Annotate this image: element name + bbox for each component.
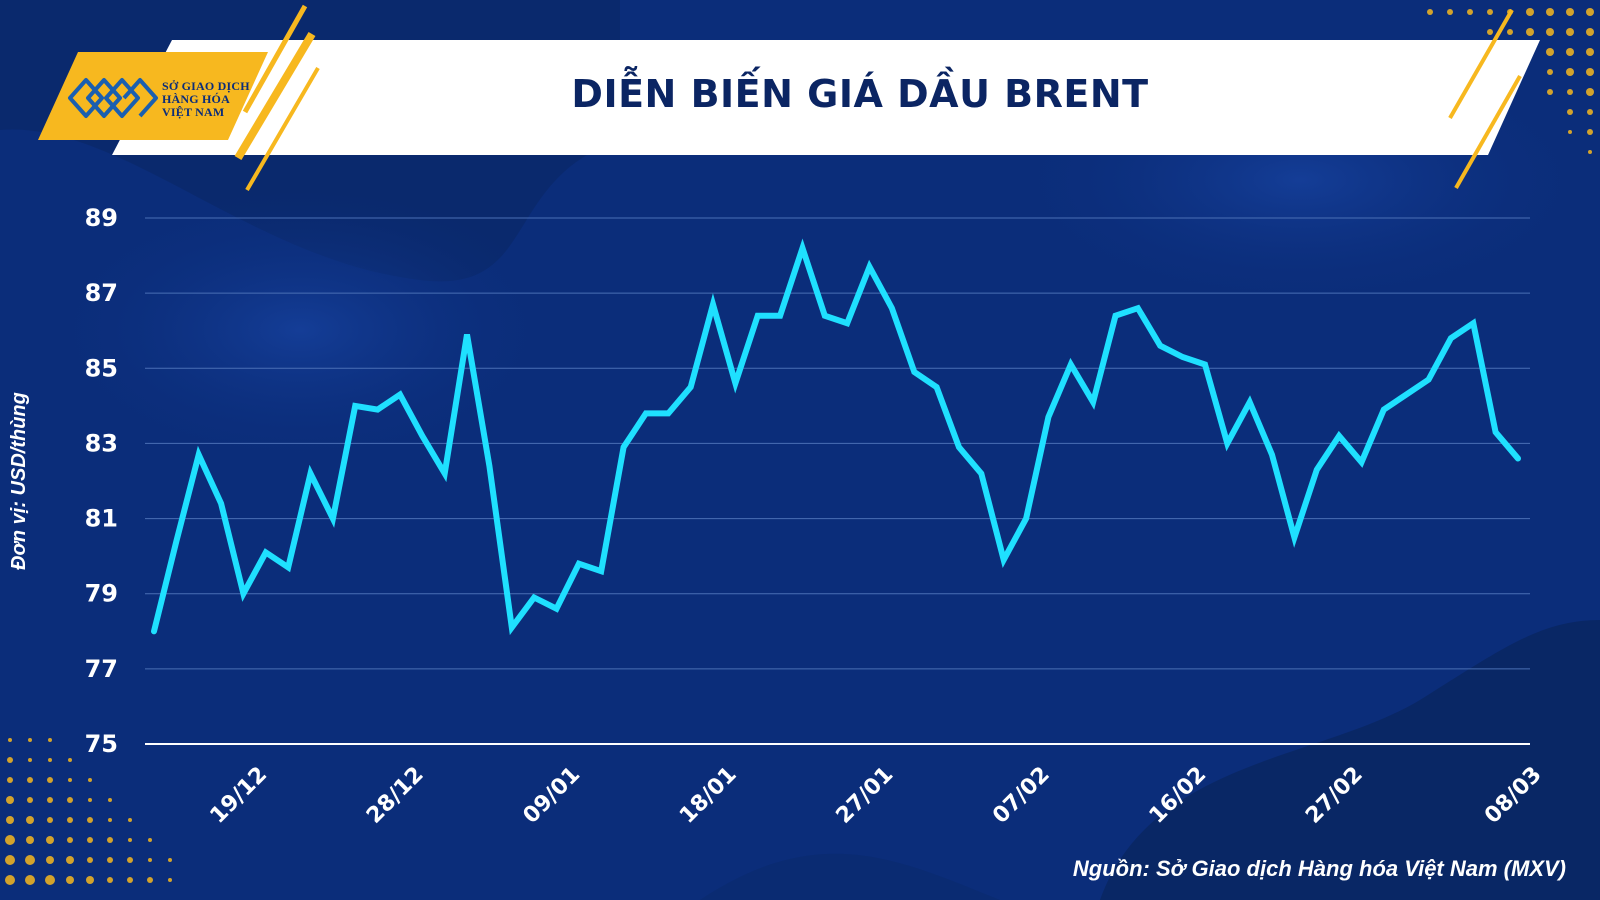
dots-top-right [1427,8,1594,154]
y-tick-label: 87 [85,279,118,307]
x-tick-label: 27/02 [1301,762,1368,829]
accent-stripe [1448,9,1514,119]
y-tick-label: 85 [85,354,118,382]
x-tick-label: 18/01 [675,762,742,829]
y-tick-label: 79 [85,580,118,608]
y-tick-label: 89 [85,204,118,232]
y-tick-label: 83 [85,429,118,457]
x-tick-label: 27/01 [832,762,899,829]
x-tick-label: 19/12 [206,762,273,829]
x-tick-label: 09/01 [519,762,586,829]
logo-line-2: HÀNG HÓA [162,92,230,106]
source-note: Nguồn: Sở Giao dịch Hàng hóa Việt Nam (M… [1072,856,1566,881]
title-banner-shape [112,40,1540,155]
header-banner [38,4,1540,192]
x-tick-label: 08/03 [1480,762,1547,829]
x-tick-label: 16/02 [1145,762,1212,829]
x-tick-label: 28/12 [362,762,429,829]
y-tick-label: 75 [85,730,118,758]
brent-price-line [151,238,1521,636]
y-tick-label: 77 [85,655,118,683]
logo-line-1: SỞ GIAO DỊCH [162,79,250,93]
accent-stripe [242,4,308,114]
y-tick-label: 81 [85,505,118,533]
accent-stripe [1454,75,1522,189]
page-title: DIỄN BIẾN GIÁ DẦU BRENT [571,72,1149,116]
mxv-logo-icon [68,78,158,118]
dots-bottom-left [5,738,172,885]
accent-stripe [245,66,320,192]
logo-line-3: VIỆT NAM [162,105,225,119]
x-tick-label: 07/02 [988,762,1055,829]
accent-stripe [234,31,316,161]
logo-text: SỞ GIAO DỊCH HÀNG HÓA VIỆT NAM [162,80,250,119]
